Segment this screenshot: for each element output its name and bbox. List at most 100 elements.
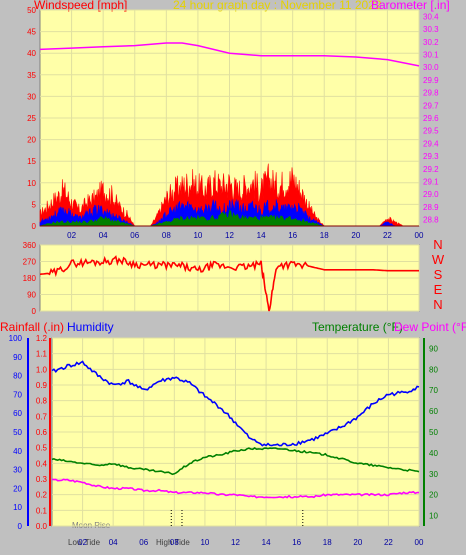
bottom-x-tick-label: 14 <box>262 538 271 547</box>
rainfall-label: Rainfall (.in) <box>0 320 64 334</box>
chart-title: 24 hour graph day : November 11 2022 <box>173 0 382 12</box>
barometer-y-tick-label: 28.8 <box>423 216 439 225</box>
direction-letter: S <box>434 267 443 282</box>
x-tick-label: 14 <box>257 231 266 240</box>
x-tick-label: 10 <box>193 231 202 240</box>
humidity-y-tick-label: 30 <box>13 466 22 475</box>
barometer-y-tick-label: 28.9 <box>423 203 439 212</box>
wind-y-tick-label: 0 <box>32 222 37 231</box>
rain-y-tick-label: 1.0 <box>36 365 48 374</box>
temp-y-tick-label: 50 <box>429 428 438 437</box>
barometer-y-tick-label: 29.8 <box>423 89 439 98</box>
humidity-y-tick-label: 80 <box>13 372 22 381</box>
barometer-y-tick-label: 29.7 <box>423 101 439 110</box>
humidity-y-tick-label: 100 <box>9 334 23 343</box>
rain-y-tick-label: 0.7 <box>36 412 48 421</box>
rain-y-tick-label: 0.3 <box>36 475 48 484</box>
barometer-y-tick-label: 30.3 <box>423 25 439 34</box>
temp-y-tick-label: 10 <box>429 512 438 521</box>
bottom-x-tick-label: 12 <box>231 538 240 547</box>
bottom-x-tick-label: 02 <box>78 538 87 547</box>
rain-y-tick-label: 0.4 <box>36 459 48 468</box>
rain-y-tick-label: 0.0 <box>36 522 48 531</box>
x-tick-label: 16 <box>288 231 297 240</box>
barometer-y-tick-label: 29.2 <box>423 165 439 174</box>
temp-y-tick-label: 20 <box>429 491 438 500</box>
humidity-y-tick-label: 10 <box>13 503 22 512</box>
barometer-y-tick-label: 29.4 <box>423 139 439 148</box>
direction-letter: E <box>434 282 443 297</box>
wind-y-tick-label: 45 <box>27 28 36 37</box>
wind-y-tick-label: 20 <box>27 136 36 145</box>
dewpoint-label: Dew Point (°F) <box>394 320 466 334</box>
climate-series-humidity <box>51 360 420 447</box>
wind-y-tick-label: 40 <box>27 49 36 58</box>
temp-y-tick-label: 90 <box>429 344 438 353</box>
temp-y-tick-label: 80 <box>429 365 438 374</box>
temp-y-tick-label: 70 <box>429 386 438 395</box>
dir-y-tick-label: 0 <box>32 307 37 316</box>
low-tide-label: Low Tide <box>68 538 101 547</box>
axis-ticks: 0 5 10 15 20 25 30 35 40 45 50 28.8 28.9 29.0 29.1 29.2… <box>9 6 439 547</box>
barometer-label: Barometer [.in] <box>371 0 450 12</box>
wind-y-tick-label: 50 <box>27 6 36 15</box>
barometer-y-tick-label: 30.2 <box>423 38 439 47</box>
humidity-y-tick-label: 70 <box>13 390 22 399</box>
barometer-y-tick-label: 29.3 <box>423 152 439 161</box>
rain-y-tick-label: 0.6 <box>36 428 48 437</box>
bottom-x-tick-label: 08 <box>170 538 179 547</box>
barometer-y-tick-label: 29.0 <box>423 190 439 199</box>
humidity-y-tick-label: 0 <box>18 522 23 531</box>
x-tick-label: 02 <box>67 231 76 240</box>
barometer-y-tick-label: 29.5 <box>423 127 439 136</box>
barometer-y-tick-label: 30.1 <box>423 50 439 59</box>
direction-letter: N <box>433 297 442 312</box>
temp-y-tick-label: 60 <box>429 407 438 416</box>
barometer-line <box>39 42 420 67</box>
dir-y-tick-label: 90 <box>27 291 36 300</box>
rain-y-tick-label: 1.2 <box>36 334 48 343</box>
x-tick-label: 20 <box>351 231 360 240</box>
wind-y-tick-label: 30 <box>27 92 36 101</box>
wind-y-tick-label: 15 <box>27 157 36 166</box>
humidity-y-tick-label: 90 <box>13 353 22 362</box>
humidity-y-tick-label: 50 <box>13 428 22 437</box>
dir-y-tick-label: 180 <box>23 274 37 283</box>
data-series <box>39 42 420 526</box>
bottom-x-tick-label: 10 <box>200 538 209 547</box>
dir-y-tick-label: 270 <box>23 258 37 267</box>
x-tick-label: 22 <box>383 231 392 240</box>
rain-y-tick-label: 0.8 <box>36 397 48 406</box>
wind-y-tick-label: 35 <box>27 71 36 80</box>
climate-series-dew-point <box>51 478 420 499</box>
wind-y-tick-label: 10 <box>27 179 36 188</box>
bottom-x-tick-label: 18 <box>323 538 332 547</box>
humidity-label: Humidity <box>67 320 114 334</box>
x-tick-label: 04 <box>99 231 108 240</box>
rain-y-tick-label: 0.5 <box>36 444 48 453</box>
rain-y-tick-label: 1.1 <box>36 350 48 359</box>
climate-series-temperature <box>51 447 420 476</box>
rain-y-tick-label: 0.9 <box>36 381 48 390</box>
x-tick-label: 18 <box>320 231 329 240</box>
temp-y-tick-label: 30 <box>429 470 438 479</box>
rain-y-tick-label: 0.2 <box>36 491 48 500</box>
bottom-x-tick-label: 00 <box>415 538 424 547</box>
barometer-y-tick-label: 29.1 <box>423 178 439 187</box>
humidity-y-tick-label: 60 <box>13 409 22 418</box>
direction-letter: N <box>433 237 442 252</box>
x-tick-label: 08 <box>162 231 171 240</box>
bottom-x-tick-label: 20 <box>353 538 362 547</box>
humidity-y-tick-label: 20 <box>13 484 22 493</box>
x-tick-label: 12 <box>225 231 234 240</box>
rain-y-tick-label: 0.1 <box>36 506 48 515</box>
temp-y-tick-label: 40 <box>429 449 438 458</box>
barometer-y-tick-label: 30.4 <box>423 12 439 21</box>
barometer-y-tick-label: 29.9 <box>423 76 439 85</box>
high-tide-label: High Tide <box>156 538 190 547</box>
humidity-y-tick-label: 40 <box>13 447 22 456</box>
wind-y-tick-label: 5 <box>32 200 37 209</box>
